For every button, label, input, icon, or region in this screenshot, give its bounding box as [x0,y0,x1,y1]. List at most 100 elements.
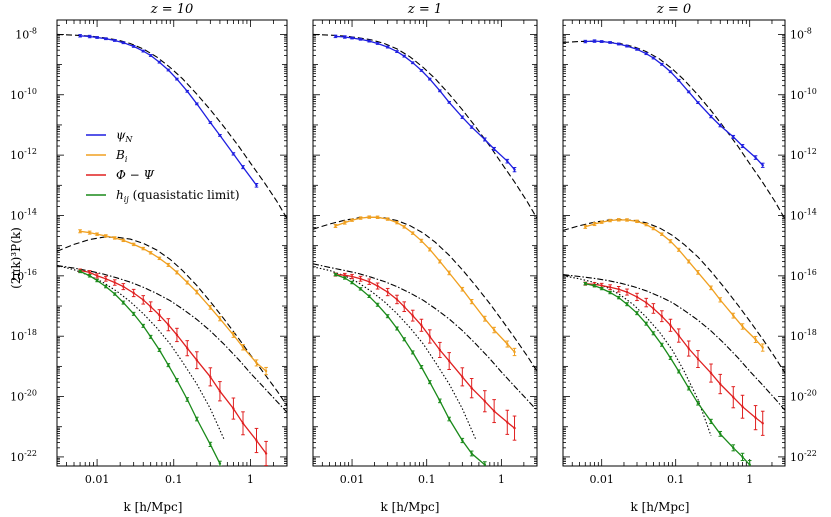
data-point-psiN-z10 [167,68,170,72]
data-point-hij-z0 [593,284,596,287]
data-point-PhiPsi-z0 [669,324,672,327]
data-point-PhiPsi-z0 [625,290,629,294]
theory-curve-dashed-z1 [313,216,537,372]
y-tick-label-z0: 10-8 [790,26,812,41]
data-point-hij-z0 [741,455,744,459]
data-point-psiN-z0 [741,144,744,148]
data-point-Bi-z1 [386,217,389,221]
data-point-psiN-z1 [403,54,406,58]
data-point-Bi-z1 [411,231,414,235]
data-point-psiN-z10 [255,184,258,187]
data-point-Bi-z0 [660,232,664,236]
data-point-psiN-z1 [386,45,389,49]
data-point-PhiPsi-z1 [506,421,509,424]
data-point-psiN-z10 [209,121,212,124]
data-point-hij-z1 [403,338,406,341]
legend: ψN Bi Φ − Ψ hij (quasistatic limit) [86,128,240,204]
data-point-Bi-z10 [241,346,245,349]
data-point-Bi-z1 [420,239,423,242]
data-point-Bi-z10 [78,230,82,233]
data-point-psiN-z1 [461,116,464,119]
data-point-Bi-z0 [741,325,744,328]
data-point-PhiPsi-z10 [95,274,99,278]
data-point-hij-z10 [186,398,189,401]
y-tick-label-z10: 10-18 [10,328,37,343]
data-point-hij-z0 [617,296,620,299]
panel-title-z0: z = 0 [656,2,691,17]
data-point-PhiPsi-z10 [142,298,145,302]
series-line-PhiPsi-z10 [79,269,267,454]
y-tick-label-z0: 10-20 [790,389,817,404]
data-point-Bi-z0 [608,219,612,222]
y-tick-label-z0: 10-10 [790,87,817,102]
x-tick-label-z0: 0.1 [667,473,685,486]
data-point-PhiPsi-z10 [113,281,116,284]
data-point-psiN-z10 [104,37,108,40]
data-point-Bi-z1 [513,350,516,354]
data-point-psiN-z10 [149,54,152,57]
data-point-hij-z0 [608,291,612,294]
data-point-hij-z1 [350,281,354,284]
data-point-psiN-z0 [625,44,629,48]
data-point-psiN-z10 [132,45,135,48]
data-point-psiN-z0 [754,156,757,159]
data-point-psiN-z1 [428,77,431,81]
y-tick-label-z0: 10-18 [790,328,817,343]
data-point-PhiPsi-z1 [513,426,516,430]
series-line-hij-z10 [79,270,221,464]
data-point-psiN-z1 [492,147,496,151]
data-point-PhiPsi-z1 [359,277,362,280]
data-point-hij-z10 [209,443,212,446]
data-point-hij-z10 [95,279,99,282]
data-point-psiN-z0 [600,40,603,43]
data-point-psiN-z10 [88,35,91,38]
theory-curve-dashdot-z0 [563,274,785,411]
y-tick-label-z0: 10-12 [790,147,817,162]
data-point-hij-z1 [376,303,379,306]
x-tick-label-z1: 0.01 [340,473,365,486]
data-point-Bi-z1 [428,248,431,251]
data-point-PhiPsi-z10 [195,359,199,362]
data-point-Bi-z0 [696,271,700,274]
data-point-psiN-z0 [660,63,664,66]
data-point-PhiPsi-z1 [438,348,442,352]
plot-area-z0 [563,39,785,466]
data-point-PhiPsi-z0 [677,334,680,337]
data-point-Bi-z0 [584,225,587,229]
data-point-psiN-z10 [158,60,161,64]
data-point-PhiPsi-z1 [461,375,464,379]
y-tick-label-z10: 10-20 [10,389,37,404]
data-point-psiN-z1 [350,36,354,40]
data-point-PhiPsi-z10 [158,313,161,317]
x-axis-label-z0: k [h/Mpc] [631,500,690,514]
data-point-Bi-z0 [677,248,680,251]
data-point-Bi-z0 [709,286,713,290]
data-point-PhiPsi-z1 [395,298,399,301]
data-point-hij-z1 [411,351,414,354]
data-point-psiN-z1 [334,35,337,38]
data-point-PhiPsi-z0 [635,295,639,299]
data-point-Bi-z1 [368,215,371,219]
data-point-Bi-z0 [593,222,596,226]
x-tick-label-z1: 0.1 [418,473,436,486]
data-point-Bi-z0 [732,314,735,317]
data-point-psiN-z10 [195,102,199,106]
theory-curve-dashdot-z10 [57,264,287,413]
x-tick-label-z0: 0.01 [589,473,614,486]
x-tick-label-z10: 1 [247,473,254,486]
data-point-hij-z1 [368,295,371,298]
data-point-hij-z10 [149,335,152,339]
data-point-psiN-z10 [95,36,99,39]
data-point-PhiPsi-z10 [132,291,135,295]
data-point-PhiPsi-z0 [709,371,713,375]
y-tick-label-z0: 10-22 [790,449,817,464]
data-point-PhiPsi-z0 [660,314,664,318]
panel-z1: z = 1 0.01 0.1 1 [312,2,538,486]
data-point-PhiPsi-z0 [687,347,690,350]
data-point-Bi-z10 [255,361,258,365]
data-point-Bi-z10 [113,236,116,240]
data-point-PhiPsi-z1 [376,284,379,288]
data-point-Bi-z10 [209,306,212,309]
data-point-Bi-z1 [438,260,442,263]
